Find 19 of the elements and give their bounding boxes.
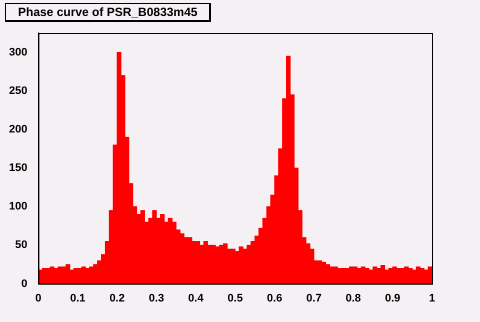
y-tick-label: 200 [8, 123, 28, 136]
x-tick-label: 0.9 [384, 292, 400, 304]
y-tick-label: 50 [15, 239, 28, 252]
x-tick-label: 0.7 [306, 292, 322, 304]
x-tick-label: 1 [428, 292, 436, 304]
x-tick-label: 0 [35, 292, 42, 304]
x-tick-label: 0.5 [228, 292, 243, 304]
y-tick-label: 0 [21, 278, 28, 290]
x-tick-label: 0.6 [266, 292, 282, 304]
y-tick-label: 100 [8, 200, 28, 213]
x-tick-label: 0.4 [188, 292, 204, 304]
chart-title: Phase curve of PSR_B0833m45 [5, 3, 212, 22]
y-tick-label: 150 [8, 162, 28, 174]
y-tick-label: 250 [8, 84, 28, 97]
x-tick-label: 0.3 [148, 292, 164, 304]
x-tick-label: 0.8 [346, 292, 361, 304]
x-tick-label: 0.1 [70, 292, 86, 304]
y-tick-label: 300 [8, 46, 28, 58]
x-tick-label: 0.2 [109, 292, 125, 304]
